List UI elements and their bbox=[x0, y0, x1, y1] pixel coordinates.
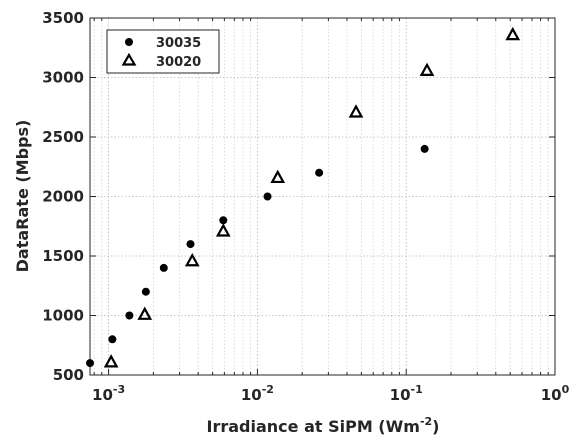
data-point-30020 bbox=[137, 306, 153, 320]
x-axis-label: Irradiance at SiPM (Wm-2) bbox=[207, 415, 440, 436]
data-point-30035 bbox=[108, 335, 117, 344]
y-tick-label: 2500 bbox=[42, 128, 84, 146]
legend: 30035 30020 bbox=[106, 29, 220, 74]
y-tick-label: 3000 bbox=[42, 69, 84, 87]
data-point-30035 bbox=[141, 287, 150, 296]
y-tick-label: 1000 bbox=[42, 307, 84, 325]
data-point-30020 bbox=[348, 104, 364, 118]
data-marks bbox=[86, 26, 521, 368]
legend-marker-30035 bbox=[125, 38, 133, 46]
axis-ticks: 10-3 10-2 10-1 1005001000150020002500300035… bbox=[42, 9, 569, 404]
x-axis-label-exponent: -2 bbox=[420, 415, 432, 428]
data-point-30035 bbox=[125, 311, 134, 320]
data-point-30020 bbox=[505, 26, 521, 41]
data-point-30035 bbox=[219, 216, 228, 225]
legend-label-30020: 30020 bbox=[156, 55, 201, 70]
data-point-30035 bbox=[263, 192, 272, 201]
x-tick-label-base: 10 bbox=[92, 386, 113, 404]
data-point-30020 bbox=[184, 252, 200, 267]
x-tick-label-exponent: -2 bbox=[262, 383, 274, 396]
x-tick-label: 100 bbox=[541, 383, 570, 404]
x-tick-label: 10-3 bbox=[92, 383, 125, 404]
legend-label-30035: 30035 bbox=[156, 36, 201, 51]
y-tick-label: 3500 bbox=[42, 9, 84, 27]
x-axis-label-main: Irradiance at SiPM (Wm bbox=[207, 417, 420, 436]
data-point-30035 bbox=[420, 144, 429, 153]
x-tick-label: 10-1 bbox=[390, 383, 423, 404]
y-tick-label: 2000 bbox=[42, 188, 84, 206]
x-tick-label-exponent: -1 bbox=[411, 383, 423, 396]
y-tick-label: 500 bbox=[53, 366, 84, 384]
data-point-30035 bbox=[186, 240, 195, 249]
legend-box bbox=[106, 29, 220, 74]
x-tick-label: 10-2 bbox=[241, 383, 274, 404]
data-point-30035 bbox=[86, 359, 94, 368]
x-tick-label-exponent: 0 bbox=[562, 383, 570, 396]
data-point-30020 bbox=[103, 354, 119, 368]
legend-marker-30020 bbox=[121, 52, 137, 66]
series-30035 bbox=[86, 144, 429, 368]
grid bbox=[90, 18, 555, 375]
data-point-30035 bbox=[315, 168, 324, 177]
data-point-30035 bbox=[159, 263, 168, 272]
y-tick-label: 1500 bbox=[42, 247, 84, 265]
data-point-30020 bbox=[419, 62, 435, 76]
x-tick-label-base: 10 bbox=[390, 386, 411, 404]
data-point-30020 bbox=[270, 169, 286, 184]
data-point-30020 bbox=[215, 223, 231, 237]
series-30020 bbox=[103, 26, 521, 368]
x-axis-label-suffix: ) bbox=[432, 417, 439, 436]
x-tick-label-base: 10 bbox=[241, 386, 262, 404]
x-tick-label-base: 10 bbox=[541, 386, 562, 404]
x-tick-label-exponent: -3 bbox=[113, 383, 125, 396]
y-axis-label: DataRate (Mbps) bbox=[13, 120, 32, 273]
